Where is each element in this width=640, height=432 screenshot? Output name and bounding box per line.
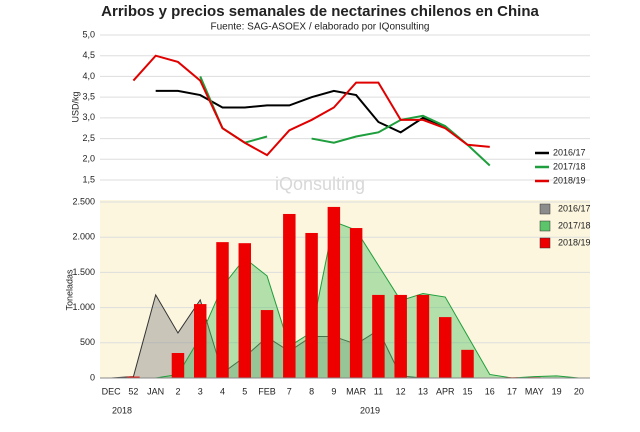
y-axis-label: Toneladas xyxy=(64,269,74,311)
y-tick-label: 5,0 xyxy=(82,29,95,39)
chart-title: Arribos y precios semanales de nectarine… xyxy=(101,3,539,20)
x-tick-label: 12 xyxy=(396,386,406,396)
legend-label: 2016/17 xyxy=(553,147,586,157)
x-tick-label: 15 xyxy=(462,386,472,396)
y-tick-label: 4,5 xyxy=(82,50,95,60)
y-tick-label: 2,0 xyxy=(82,154,95,164)
y-tick-label: 1.000 xyxy=(72,302,95,312)
bar xyxy=(305,232,318,378)
bar xyxy=(127,376,140,378)
bar xyxy=(349,228,363,378)
y-tick-label: 2.500 xyxy=(72,196,95,206)
legend-swatch xyxy=(539,203,551,215)
top-plot-bg xyxy=(100,35,590,180)
x-tick-label: DEC xyxy=(102,386,122,396)
legend-label: 2018/19 xyxy=(553,175,586,185)
year-label: 2018 xyxy=(112,405,132,415)
line-series xyxy=(155,89,446,134)
legend-label: 2016/17 xyxy=(558,203,591,213)
line-series xyxy=(132,54,490,157)
x-tick-label: 3 xyxy=(198,386,203,396)
bar xyxy=(327,206,341,378)
bottom-plot-bg xyxy=(100,200,590,378)
x-tick-label: 7 xyxy=(287,386,292,396)
x-tick-label: MAY xyxy=(525,386,544,396)
y-tick-label: 2.000 xyxy=(72,232,95,242)
x-tick-label: MAR xyxy=(346,386,367,396)
bar xyxy=(416,294,430,378)
x-tick-label: FEB xyxy=(258,386,276,396)
x-tick-label: 5 xyxy=(242,386,247,396)
bar xyxy=(193,304,207,378)
x-tick-label: 19 xyxy=(552,386,562,396)
y-tick-label: 0 xyxy=(90,372,95,382)
x-tick-label: 4 xyxy=(220,386,225,396)
y-tick-label: 1,5 xyxy=(82,174,95,184)
bar xyxy=(216,242,229,378)
bar xyxy=(372,294,385,378)
y-tick-label: 4,0 xyxy=(82,71,95,81)
bar xyxy=(283,213,296,378)
legend-swatch xyxy=(539,220,551,232)
legend-label: 2017/18 xyxy=(553,161,586,171)
x-tick-label: 11 xyxy=(374,386,383,396)
x-tick-label: APR xyxy=(436,386,455,396)
x-tick-label: 52 xyxy=(128,386,138,396)
chart-subtitle: Fuente: SAG-ASOEX / elaborado por IQonsu… xyxy=(210,22,429,33)
x-tick-label: 16 xyxy=(485,386,495,396)
legend-label: 2017/18 xyxy=(558,220,591,230)
x-tick-label: 2 xyxy=(175,386,180,396)
y-axis-label: USD/kg xyxy=(70,91,80,122)
bar xyxy=(461,349,474,378)
x-tick-label: 17 xyxy=(507,386,517,396)
x-tick-label: 8 xyxy=(309,386,314,396)
bar xyxy=(171,353,185,378)
y-tick-label: 2,5 xyxy=(82,133,95,143)
legend-label: 2018/19 xyxy=(558,237,591,247)
y-tick-label: 3,5 xyxy=(82,92,95,102)
bar xyxy=(438,317,452,378)
legend-swatch xyxy=(539,237,551,249)
y-tick-label: 500 xyxy=(80,337,95,347)
x-tick-label: 9 xyxy=(331,386,336,396)
y-tick-label: 3,0 xyxy=(82,112,95,122)
year-label: 2019 xyxy=(360,405,380,415)
bar xyxy=(394,294,407,378)
y-tick-label: 1.500 xyxy=(72,267,95,277)
bar xyxy=(238,243,252,378)
bar xyxy=(260,310,274,378)
x-tick-label: 20 xyxy=(574,386,584,396)
x-tick-label: JAN xyxy=(147,386,164,396)
x-tick-label: 13 xyxy=(418,386,428,396)
watermark: iQonsulting xyxy=(275,174,365,194)
